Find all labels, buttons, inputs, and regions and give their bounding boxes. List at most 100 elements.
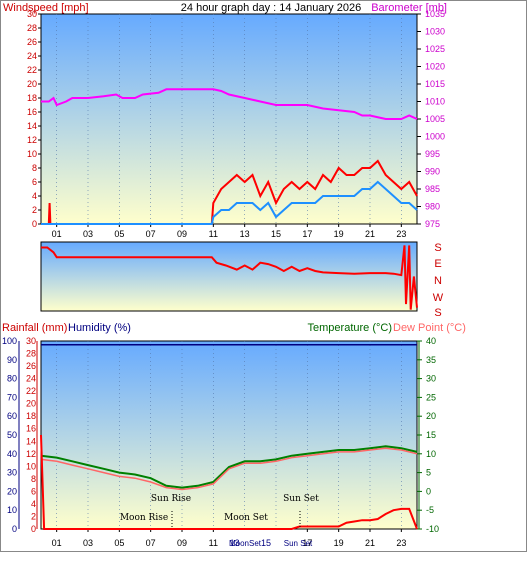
- rain-y-tick: 26: [26, 361, 36, 371]
- rain-y-tick: 16: [26, 424, 36, 434]
- baro-y-tick: 1030: [425, 27, 445, 37]
- wind-x-tick: 15: [271, 229, 281, 239]
- rain-y-tick: 12: [26, 449, 36, 459]
- humidity-y-tick: 100: [2, 336, 17, 346]
- temp-x-tick: 05: [114, 538, 124, 548]
- wind-y-tick: 6: [32, 177, 37, 187]
- temp-x-tick: 21: [365, 538, 375, 548]
- temp-x-tick: 07: [146, 538, 156, 548]
- wind-y-tick: 10: [27, 149, 37, 159]
- sun-set-annotation: Sun Set: [283, 494, 319, 504]
- direction-label: S: [434, 242, 441, 254]
- rain-y-tick: 4: [31, 499, 36, 509]
- baro-y-tick: 1035: [425, 9, 445, 19]
- wind-x-tick: 23: [396, 229, 406, 239]
- wind-panel-bg: [40, 13, 418, 225]
- moon-rise-annotation: Moon Rise: [120, 513, 168, 523]
- temp-y-tick: 25: [426, 392, 436, 402]
- wind-y-tick: 28: [27, 23, 37, 33]
- rain-y-tick: 22: [26, 386, 36, 396]
- temp-x-tick: 17: [302, 538, 312, 548]
- rain-y-tick: 20: [26, 399, 36, 409]
- wind-x-tick: 03: [83, 229, 93, 239]
- temp-y-tick: 30: [426, 374, 436, 384]
- wind-x-tick: 07: [146, 229, 156, 239]
- rain-y-tick: 0: [31, 524, 36, 534]
- axis-moonset-label: MoonSet: [229, 539, 262, 548]
- series-wind-direction: [41, 245, 418, 310]
- humidity-y-tick: 30: [7, 468, 17, 478]
- temp-y-tick: 10: [426, 449, 436, 459]
- moon-set-annotation: Moon Set: [224, 513, 268, 523]
- baro-y-tick: 975: [425, 219, 440, 229]
- series-temperature-c-: [40, 445, 418, 489]
- humidity-y-tick: 50: [7, 430, 17, 440]
- rain-y-tick: 10: [26, 461, 36, 471]
- temp-y-tick: -5: [426, 505, 434, 515]
- temp-x-tick: 11: [209, 538, 218, 548]
- series-wind-average-mph-: [41, 180, 418, 225]
- baro-y-tick: 980: [425, 202, 440, 212]
- direction-panel-bg: [40, 241, 418, 312]
- temp-x-tick: 19: [334, 538, 344, 548]
- temp-x-tick: 09: [177, 538, 187, 548]
- direction-label: S: [434, 307, 441, 319]
- wind-x-tick: 09: [177, 229, 187, 239]
- dewpoint-label: Dew Point (°C): [393, 322, 466, 334]
- rain-y-tick: 14: [26, 436, 36, 446]
- axis-sunset-label: Sun Set: [284, 539, 313, 548]
- wind-y-tick: 30: [27, 9, 37, 19]
- humidity-y-tick: 0: [12, 524, 17, 534]
- wind-x-tick: 17: [302, 229, 312, 239]
- humidity-label: Humidity (%): [68, 322, 131, 334]
- rain-y-tick: 2: [31, 511, 36, 521]
- baro-y-tick: 1015: [425, 79, 445, 89]
- wind-y-tick: 2: [32, 205, 37, 215]
- baro-y-tick: 1000: [425, 132, 445, 142]
- page-title: 24 hour graph day : 14 January 2026: [181, 2, 361, 14]
- wind-y-tick: 26: [27, 37, 37, 47]
- wind-y-tick: 20: [27, 79, 37, 89]
- wind-x-tick: 05: [114, 229, 124, 239]
- wind-y-tick: 4: [32, 191, 37, 201]
- series-rainfall-mm-: [40, 434, 418, 530]
- chart-frame: Windspeed [mph] 24 hour graph day : 14 J…: [0, 0, 527, 552]
- wind-y-tick: 14: [27, 121, 37, 131]
- humidity-y-tick: 10: [7, 505, 17, 515]
- wind-y-tick: 18: [27, 93, 37, 103]
- wind-y-tick: 0: [32, 219, 37, 229]
- humidity-y-tick: 80: [7, 374, 17, 384]
- rain-y-tick: 30: [26, 336, 36, 346]
- barometer-label: Barometer [mb]: [371, 2, 447, 14]
- humidity-y-tick: 60: [7, 411, 17, 421]
- baro-y-tick: 985: [425, 184, 440, 194]
- wind-x-tick: 21: [365, 229, 375, 239]
- temp-x-tick: 23: [396, 538, 406, 548]
- baro-y-tick: 1005: [425, 114, 445, 124]
- baro-y-tick: 1025: [425, 44, 445, 54]
- humidity-y-tick: 40: [7, 449, 17, 459]
- wind-x-tick: 01: [52, 229, 62, 239]
- rain-y-tick: 6: [31, 486, 36, 496]
- wind-x-tick: 19: [334, 229, 344, 239]
- temp-y-tick: 40: [426, 336, 436, 346]
- wind-y-tick: 16: [27, 107, 37, 117]
- sun-rise-annotation: Sun Rise: [151, 494, 191, 504]
- rainfall-label: Rainfall (mm): [2, 322, 67, 334]
- humidity-y-tick: 70: [7, 392, 17, 402]
- temperature-panel-bg: [40, 340, 418, 530]
- temp-x-tick: 01: [52, 538, 62, 548]
- rain-y-tick: 24: [26, 374, 36, 384]
- baro-y-tick: 995: [425, 149, 440, 159]
- direction-label: W: [433, 292, 444, 304]
- humidity-y-tick: 20: [7, 486, 17, 496]
- temp-x-tick: 15: [261, 538, 271, 548]
- baro-y-tick: 990: [425, 167, 440, 177]
- wind-y-tick: 8: [32, 163, 37, 173]
- weather-chart: Windspeed [mph] 24 hour graph day : 14 J…: [2, 2, 466, 548]
- series-dew-point-c-: [40, 447, 418, 491]
- wind-y-tick: 12: [27, 135, 37, 145]
- temp-y-tick: 15: [426, 430, 436, 440]
- wind-x-tick: 11: [209, 229, 218, 239]
- wind-y-tick: 24: [27, 51, 37, 61]
